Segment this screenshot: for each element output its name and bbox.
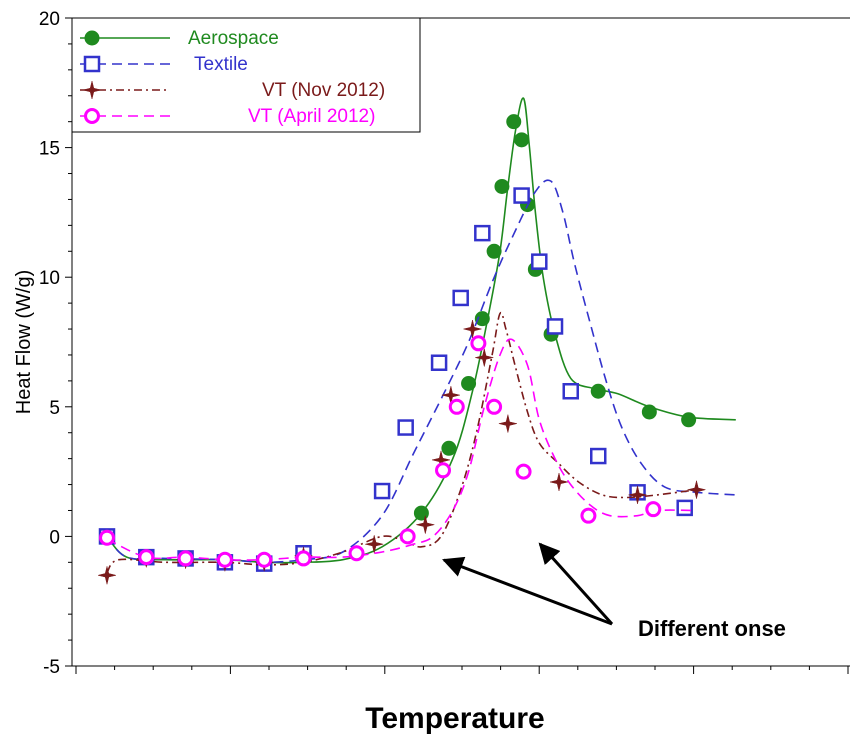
annotation-arrow-left (442, 556, 613, 626)
data-point (474, 224, 491, 242)
data-point (513, 187, 530, 204)
data-point (506, 114, 522, 130)
data-point (97, 566, 117, 585)
data-point (99, 529, 115, 546)
data-point (295, 550, 312, 567)
data-point (256, 551, 273, 568)
y-tick-label: 5 (49, 398, 60, 419)
y-tick-label: 15 (39, 139, 60, 160)
onset-annotation: Different onse (442, 542, 786, 641)
data-point (470, 335, 487, 352)
y-axis-ticks: -5 0 5 10 15 20 (39, 9, 72, 678)
data-point (681, 412, 697, 428)
data-point (413, 505, 429, 521)
data-point (486, 243, 502, 259)
data-point (546, 318, 564, 335)
data-point (562, 382, 579, 400)
legend-label: Textile (194, 54, 248, 75)
legend: Aerospace Textile VT (Nov 2012) VT (April 2… (71, 17, 421, 133)
data-point (474, 311, 490, 327)
legend-marker (84, 108, 100, 124)
data-point (399, 528, 416, 545)
data-point (515, 463, 532, 480)
data-point (348, 545, 365, 562)
series-line (106, 179, 736, 564)
data-point (441, 440, 457, 456)
series-layer (97, 97, 736, 585)
y-tick-label: 10 (39, 268, 60, 289)
legend-marker (84, 30, 100, 46)
x-axis-ticks (75, 666, 849, 674)
data-point (138, 549, 155, 566)
data-point (486, 398, 503, 415)
annotation-label: Different onse (638, 616, 786, 641)
data-point (641, 404, 657, 420)
data-point (531, 253, 548, 270)
data-point (628, 485, 647, 504)
data-point (435, 462, 452, 479)
series-4 (99, 335, 697, 568)
data-point (430, 354, 448, 371)
data-point (461, 375, 477, 391)
legend-label: VT (Nov 2012) (262, 80, 385, 101)
legend-label: Aerospace (188, 28, 279, 49)
series-line (106, 338, 697, 561)
x-axis-title: Temperature (365, 702, 545, 735)
data-point (590, 447, 607, 465)
data-point (397, 419, 414, 436)
data-point (590, 383, 606, 399)
data-point (452, 289, 469, 307)
data-point (687, 480, 706, 499)
data-point (475, 348, 494, 367)
data-point (645, 501, 662, 518)
data-point (365, 535, 384, 554)
series-3 (97, 311, 706, 585)
data-point (549, 472, 569, 492)
y-tick-label: 20 (39, 9, 60, 30)
data-point (498, 414, 517, 433)
data-point (216, 551, 233, 568)
data-point (494, 178, 510, 194)
data-point (448, 398, 465, 415)
annotation-arrow-right (538, 542, 614, 626)
data-point (416, 515, 435, 534)
data-point (177, 550, 194, 567)
data-point (580, 507, 597, 524)
y-tick-label: -5 (43, 657, 60, 678)
legend-box (71, 17, 421, 133)
data-point (514, 132, 530, 148)
y-axis-title: Heat Flow (W/g) (13, 270, 35, 414)
data-point (676, 499, 693, 517)
data-point (373, 482, 391, 500)
legend-label: VT (April 2012) (248, 106, 375, 127)
legend-marker (82, 80, 102, 100)
legend-marker (83, 55, 101, 73)
y-tick-label: 0 (49, 527, 60, 548)
